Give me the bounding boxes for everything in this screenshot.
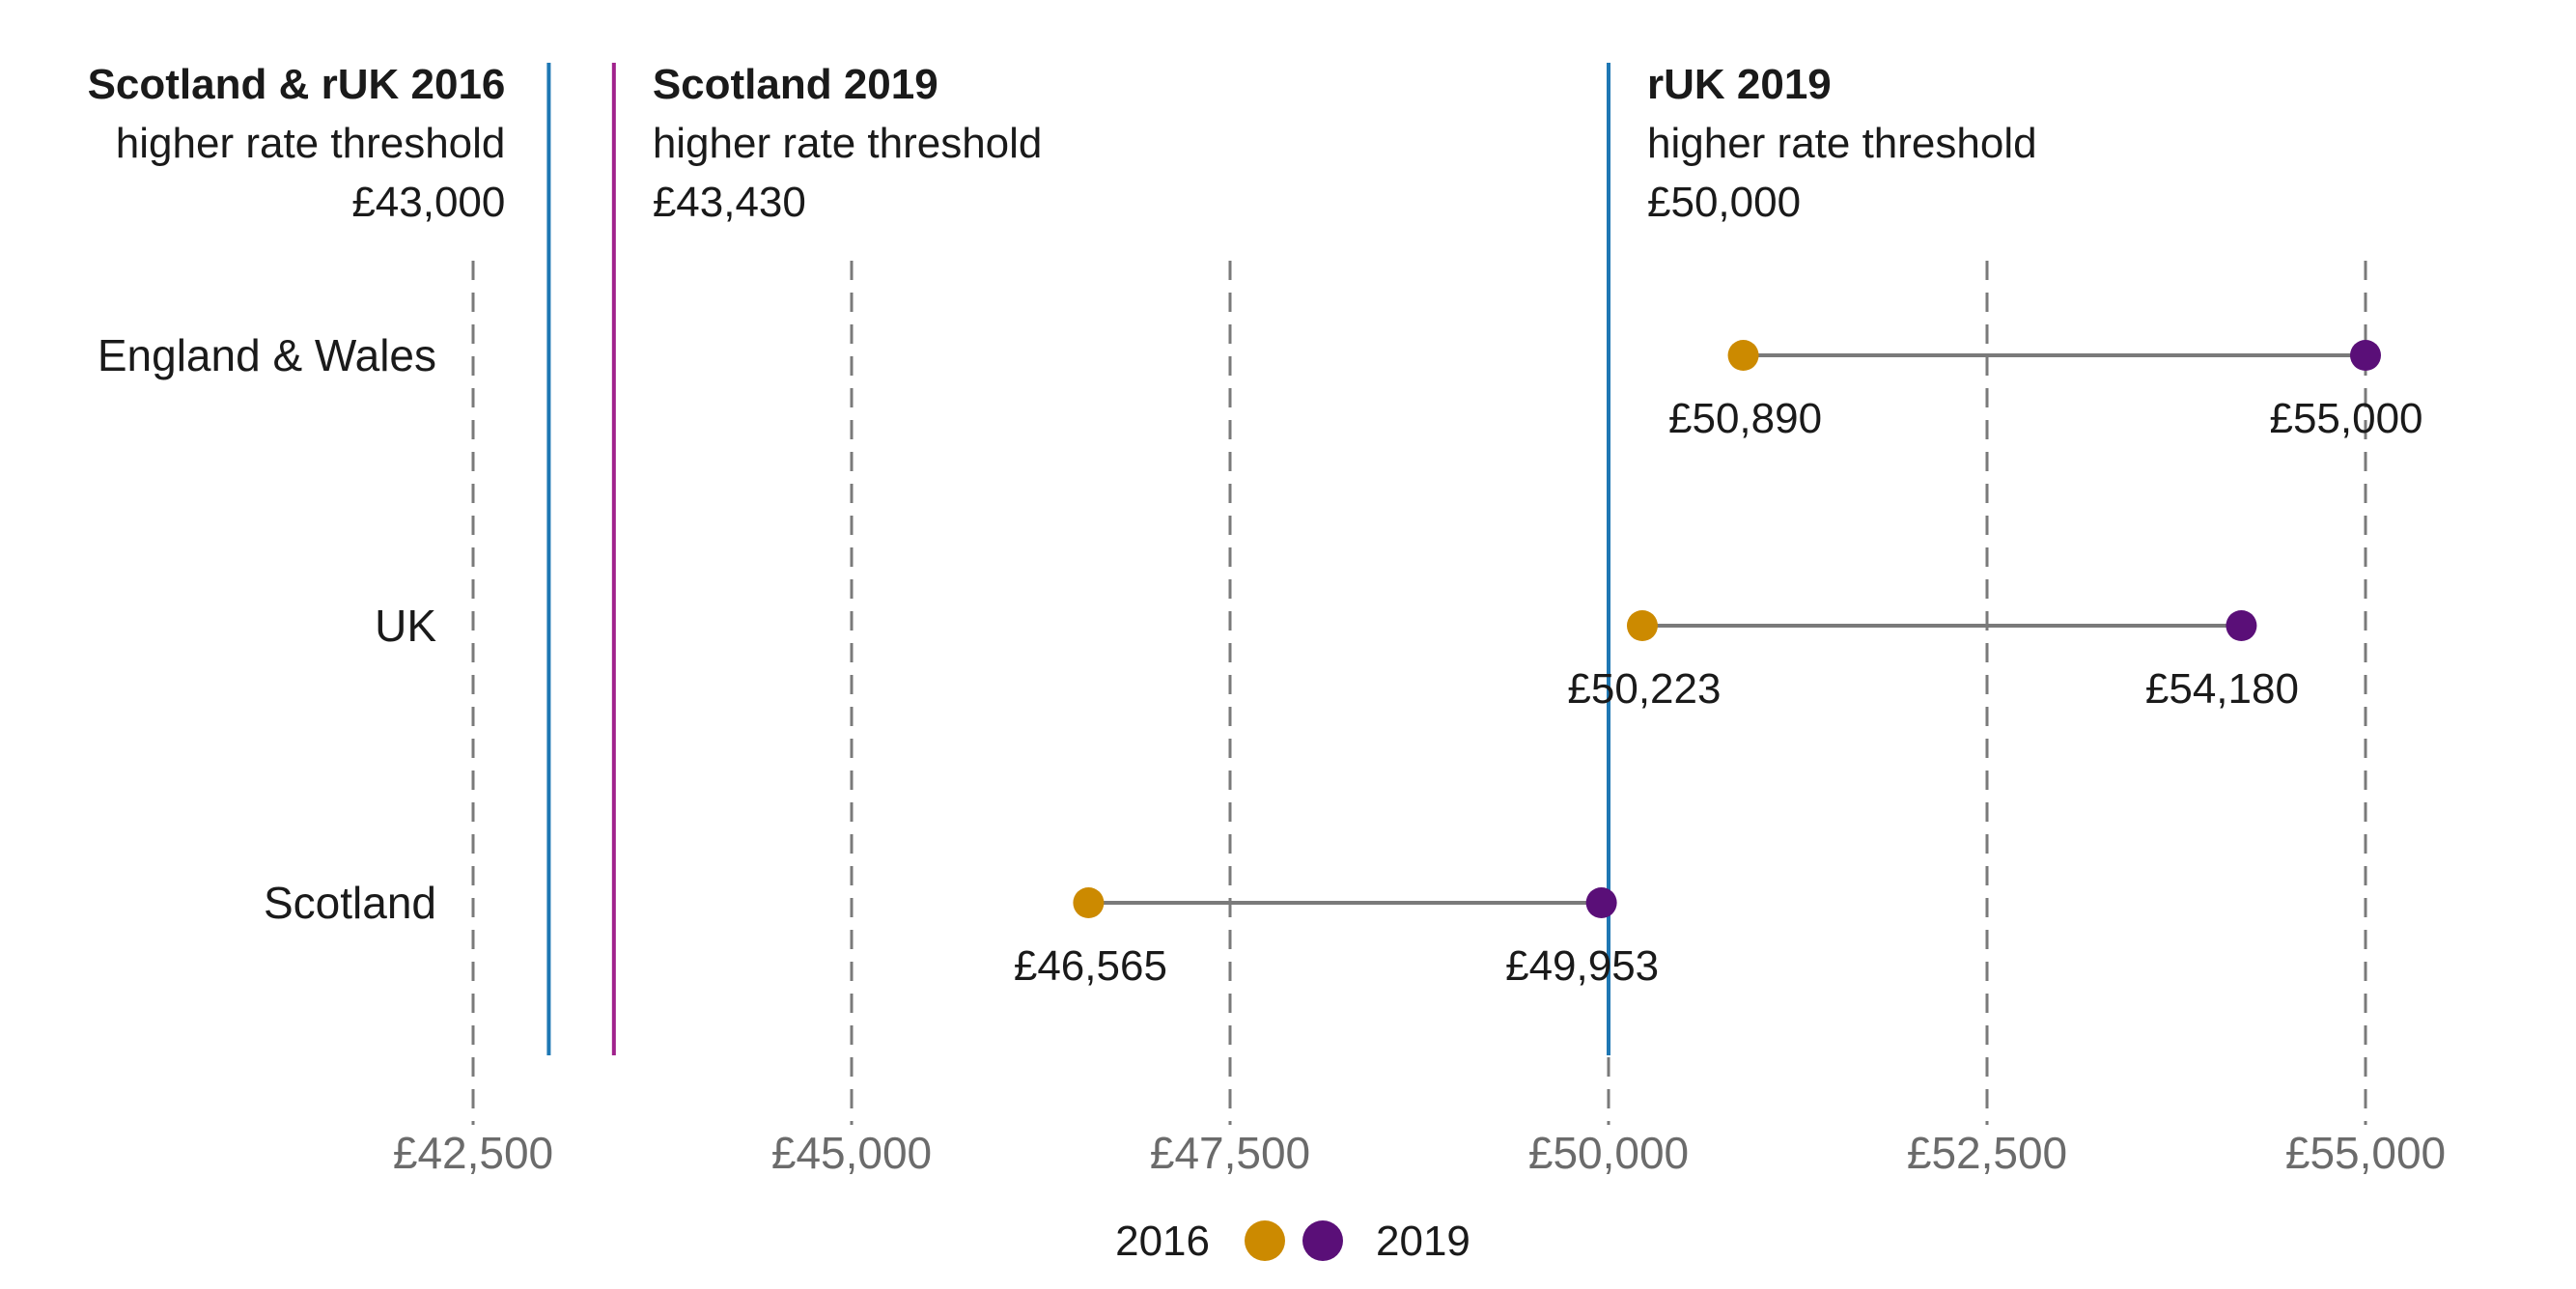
x-tick-label: £45,000 <box>771 1128 932 1178</box>
point-2016 <box>1727 340 1759 371</box>
x-tick-label: £47,500 <box>1150 1128 1310 1178</box>
point-2019 <box>1585 887 1617 918</box>
reference-line-title: rUK 2019 <box>1647 61 1832 108</box>
value-label-2016: £46,565 <box>1014 942 1167 990</box>
value-label-2019: £49,953 <box>1505 942 1659 990</box>
dumbbell-marks: £50,890 £55,000 £50,223 £54,180 £46,565 £49,9… <box>1014 340 2423 990</box>
reference-line-title: Scotland & rUK 2016 <box>88 61 506 108</box>
x-tick-label: £50,000 <box>1528 1128 1689 1178</box>
grid-lines <box>471 261 2367 1125</box>
point-2019 <box>2226 610 2257 641</box>
category-label: UK <box>375 601 436 651</box>
legend-swatch-2016 <box>1245 1220 1285 1261</box>
category-label: England & Wales <box>98 330 436 380</box>
category-label: Scotland <box>264 878 436 928</box>
reference-line-subtitle: higher rate threshold <box>1647 120 2037 167</box>
value-label-2016: £50,890 <box>1668 395 1822 442</box>
reference-line-amount: £50,000 <box>1647 179 1801 226</box>
x-tick-label: £42,500 <box>393 1128 553 1178</box>
reference-line-amount: £43,430 <box>653 179 806 226</box>
legend-swatch-2019 <box>1302 1220 1343 1261</box>
value-label-2019: £54,180 <box>2145 665 2299 713</box>
reference-line-title: Scotland 2019 <box>653 61 938 108</box>
reference-lines: Scotland & rUK 2016 higher rate threshold… <box>88 61 2037 1055</box>
point-2016 <box>1626 610 1658 641</box>
legend: 2016 2019 <box>1115 1218 1470 1265</box>
point-2016 <box>1073 887 1105 918</box>
legend-label-2019: 2019 <box>1376 1218 1470 1265</box>
reference-line-subtitle: higher rate threshold <box>116 120 506 167</box>
legend-label-2016: 2016 <box>1115 1218 1210 1265</box>
reference-line-subtitle: higher rate threshold <box>653 120 1043 167</box>
x-tick-label: £52,500 <box>1907 1128 2067 1178</box>
value-label-2019: £55,000 <box>2269 395 2422 442</box>
category-labels: England & Wales UK Scotland <box>98 330 436 928</box>
point-2019 <box>2350 340 2381 371</box>
x-tick-label: £55,000 <box>2285 1128 2446 1178</box>
reference-line-amount: £43,000 <box>351 179 505 226</box>
value-label-2016: £50,223 <box>1567 665 1721 713</box>
x-axis-tick-labels: £42,500 £45,000 £47,500 £50,000 £52,500 £55,0… <box>393 1128 2446 1178</box>
